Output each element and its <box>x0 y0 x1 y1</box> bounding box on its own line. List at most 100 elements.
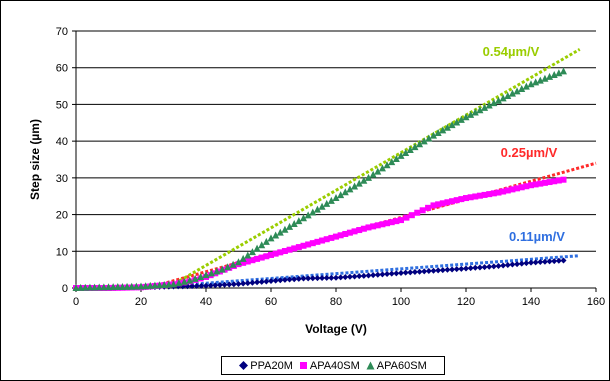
data-point <box>509 186 516 193</box>
data-point <box>263 278 270 285</box>
trendline-label: 0.25µm/V <box>501 145 558 160</box>
data-point <box>191 274 199 282</box>
data-point <box>481 103 489 111</box>
data-point <box>388 158 396 166</box>
data-point <box>444 199 451 206</box>
data-point <box>490 99 498 107</box>
data-point <box>323 274 330 281</box>
data-point <box>457 115 465 123</box>
data-point <box>411 143 419 151</box>
data-point <box>360 272 367 279</box>
data-point <box>346 273 353 280</box>
data-point <box>416 140 424 148</box>
data-point <box>77 283 85 291</box>
data-point <box>277 277 284 284</box>
data-point <box>448 121 456 129</box>
data-point <box>435 201 442 208</box>
data-point <box>467 194 474 201</box>
data-point <box>360 225 367 232</box>
data-point <box>207 282 214 289</box>
data-point <box>286 222 294 230</box>
data-point <box>100 283 108 291</box>
data-point <box>462 113 470 121</box>
data-point <box>463 265 469 272</box>
data-point <box>81 283 89 291</box>
data-point <box>249 279 256 286</box>
data-point <box>541 74 549 82</box>
data-point <box>453 118 461 126</box>
gridlines <box>76 30 596 252</box>
data-point <box>485 101 493 109</box>
data-point <box>198 282 205 289</box>
legend-label: PPA20M <box>250 359 293 372</box>
trendline-labels: 0.11µm/V 0.25µm/V 0.54µm/V <box>483 44 566 244</box>
data-point <box>472 264 479 271</box>
data-point <box>180 277 188 285</box>
triangle-icon <box>366 361 375 370</box>
data-point <box>537 259 544 266</box>
data-point <box>550 71 558 79</box>
data-point <box>197 272 205 280</box>
data-point <box>244 251 252 259</box>
data-point <box>518 184 525 191</box>
data-point <box>551 258 558 265</box>
data-point <box>249 257 256 264</box>
data-point <box>332 194 340 202</box>
data-point <box>268 251 274 258</box>
x-tick-label: 100 <box>392 296 410 308</box>
trendline <box>140 254 580 290</box>
y-tick-label: 0 <box>62 283 68 295</box>
data-point <box>365 173 372 181</box>
data-point <box>281 248 288 255</box>
data-point <box>137 282 145 290</box>
data-point <box>328 234 335 241</box>
data-point <box>425 268 432 275</box>
data-point <box>532 78 540 86</box>
data-point <box>425 134 433 142</box>
data-point <box>355 179 363 187</box>
data-point <box>105 283 112 291</box>
legend-label: APA40SM <box>309 359 360 372</box>
data-point <box>513 87 521 95</box>
y-tick-label: 60 <box>56 63 68 75</box>
data-point <box>319 237 326 244</box>
data-points <box>72 67 567 291</box>
data-point <box>408 212 415 219</box>
data-point <box>239 254 247 262</box>
y-tick-label: 40 <box>56 136 68 148</box>
data-point <box>403 214 410 221</box>
data-point <box>490 263 497 270</box>
data-point <box>546 179 553 186</box>
data-point <box>546 72 554 80</box>
data-point <box>500 262 507 269</box>
y-tick-label: 10 <box>56 246 68 258</box>
data-point <box>300 242 307 249</box>
data-point <box>383 161 391 169</box>
data-point <box>555 69 563 77</box>
data-point <box>476 264 483 271</box>
data-point <box>384 271 391 278</box>
data-point <box>267 234 275 242</box>
data-point <box>351 182 359 190</box>
data-point <box>244 258 251 265</box>
data-point <box>555 257 562 264</box>
data-point <box>388 219 395 226</box>
data-point <box>128 282 136 290</box>
data-point <box>337 191 345 199</box>
data-point <box>295 244 302 251</box>
data-point <box>500 188 507 195</box>
data-point <box>300 214 307 222</box>
data-point <box>132 282 140 290</box>
data-point <box>420 137 428 145</box>
data-point <box>528 259 534 266</box>
data-point <box>374 271 381 278</box>
data-point <box>151 281 159 289</box>
data-point <box>419 207 426 214</box>
data-point <box>560 176 567 183</box>
data-point <box>229 260 237 268</box>
data-point <box>118 282 126 290</box>
data-point <box>72 284 80 291</box>
data-point <box>504 262 511 269</box>
x-tick-label: 60 <box>265 296 277 308</box>
